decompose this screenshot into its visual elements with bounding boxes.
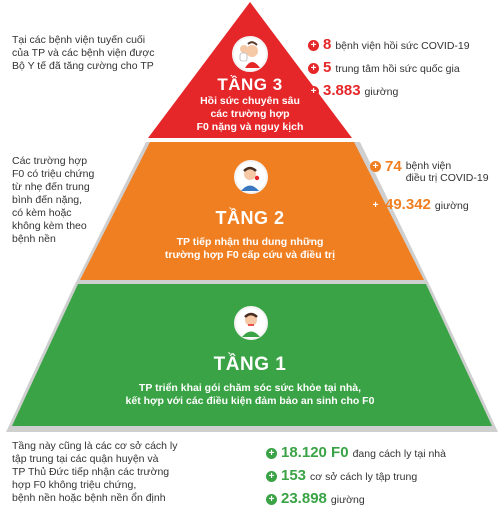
stat-number: 23.898: [281, 490, 327, 507]
plus-icon: +: [266, 471, 277, 482]
person-neck-icon: [234, 306, 268, 340]
tier3-desc: Hồi sức chuyên sâu các trường hợp F0 nặn…: [196, 95, 304, 133]
stat-number: 8: [323, 36, 332, 53]
tier1-side-text: Tầng này cũng là các cơ sở cách ly tập t…: [12, 440, 178, 504]
tier1-title: TẦNG 1: [213, 354, 287, 375]
tier2-shape: [80, 142, 424, 280]
stat-label: bệnh viện điều trị COVID-19: [405, 160, 489, 184]
tier3-title: TẦNG 3: [217, 75, 283, 94]
tier1-shape: [12, 284, 492, 426]
patient-doctor-icon: [232, 36, 268, 72]
plus-icon: +: [370, 200, 381, 211]
stat-label: cơ sở cách ly tập trung: [310, 471, 418, 483]
stat-label: giường: [434, 200, 469, 212]
tier2-desc: TP tiếp nhận thu dung những trường hợp F…: [164, 236, 336, 261]
tier3-stat-centers: + 5 trung tâm hồi sức quốc gia: [308, 59, 460, 76]
stat-number: 3.883: [323, 82, 361, 99]
stat-label: đang cách ly tại nhà: [352, 448, 446, 460]
plus-icon: +: [266, 494, 277, 505]
stat-label: bệnh viện hồi sức COVID-19: [335, 40, 470, 52]
plus-icon: +: [308, 86, 319, 97]
stat-label: trung tâm hồi sức quốc gia: [335, 63, 460, 75]
tier2-title: TẦNG 2: [215, 208, 285, 228]
stat-label: giường: [330, 494, 365, 506]
tier3-stat-hospitals: + 8 bệnh viện hồi sức COVID-19: [308, 36, 470, 53]
tier2-side-text: Các trường hợp F0 có triệu chứng từ nhẹ …: [12, 155, 95, 245]
sick-patient-icon: [234, 160, 268, 194]
tier1-stat-facilities: + 153 cơ sở cách ly tập trung: [266, 467, 417, 484]
stat-number: 74: [385, 158, 402, 175]
stat-number: 153: [281, 467, 307, 484]
plus-icon: +: [308, 40, 319, 51]
plus-icon: +: [308, 63, 319, 74]
stat-number: 18.120 F0: [281, 444, 349, 461]
tier1-stat-home: + 18.120 F0 đang cách ly tại nhà: [266, 444, 446, 461]
tier1-stat-beds: + 23.898 giường: [266, 490, 365, 507]
tier2-stat-beds: + 49.342 giường: [370, 196, 469, 213]
plus-icon: +: [266, 448, 277, 459]
plus-icon: +: [370, 161, 381, 172]
stat-number: 5: [323, 59, 332, 76]
tier3-stat-beds: + 3.883 giường: [308, 82, 398, 99]
tier1-desc: TP triển khai gói chăm sóc sức khỏe tại …: [125, 382, 375, 407]
stat-number: 49.342: [385, 196, 431, 213]
stat-label: giường: [364, 86, 399, 98]
tier2-stat-hospitals: + 74 bệnh viện điều trị COVID-19: [370, 158, 489, 184]
tier3-side-text: Tại các bệnh viện tuyến cuối của TP và c…: [12, 34, 155, 72]
